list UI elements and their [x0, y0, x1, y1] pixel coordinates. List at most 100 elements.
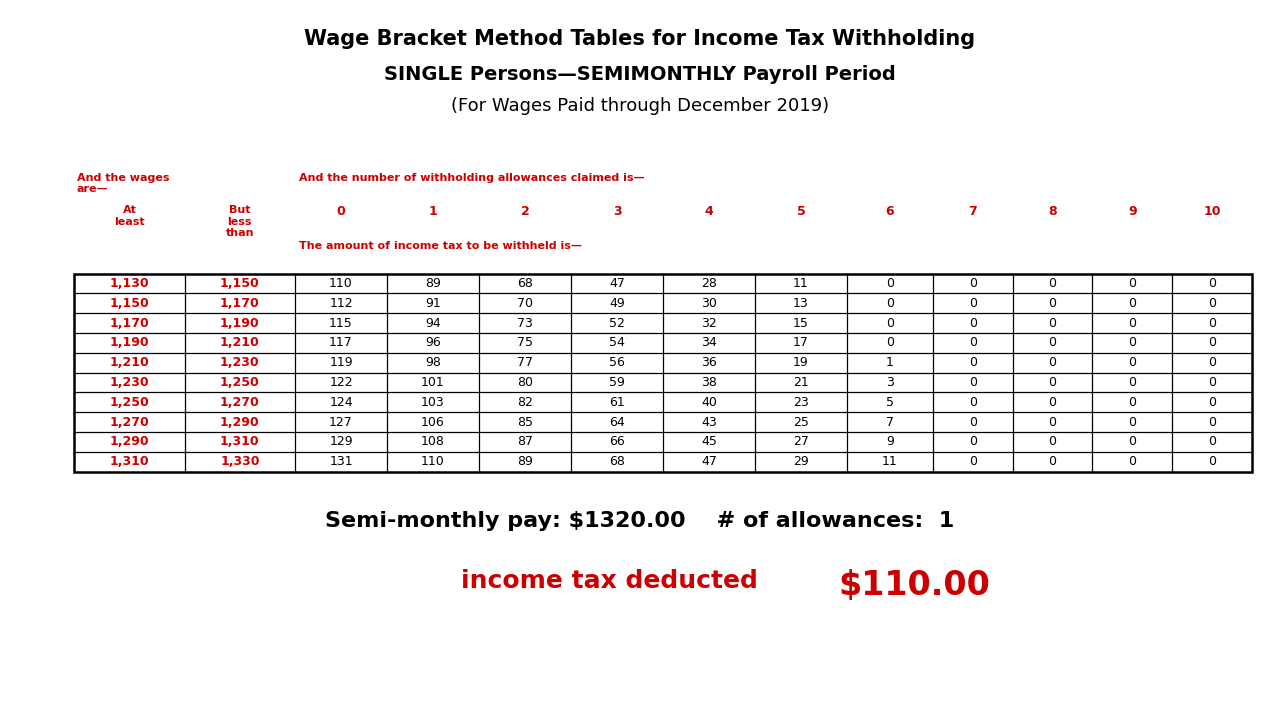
- Text: 70: 70: [517, 297, 532, 310]
- Text: 0: 0: [1048, 297, 1056, 310]
- Text: 0: 0: [886, 336, 893, 349]
- Text: 68: 68: [609, 455, 625, 468]
- Text: $110.00: $110.00: [838, 569, 991, 602]
- Text: 0: 0: [1208, 277, 1216, 290]
- Text: 0: 0: [1048, 396, 1056, 409]
- Text: 1,250: 1,250: [220, 376, 260, 389]
- Text: 52: 52: [609, 317, 625, 330]
- Text: 0: 0: [1128, 336, 1137, 349]
- Text: 129: 129: [329, 436, 353, 449]
- Text: 0: 0: [1208, 415, 1216, 428]
- Text: 19: 19: [794, 356, 809, 369]
- Text: 5: 5: [886, 396, 893, 409]
- Text: 1,150: 1,150: [220, 277, 260, 290]
- Text: 1,150: 1,150: [110, 297, 150, 310]
- Text: 101: 101: [421, 376, 445, 389]
- Text: 0: 0: [1048, 317, 1056, 330]
- Text: 45: 45: [701, 436, 717, 449]
- Text: 0: 0: [1208, 297, 1216, 310]
- Text: 0: 0: [969, 415, 977, 428]
- Text: 27: 27: [794, 436, 809, 449]
- Text: 96: 96: [425, 336, 440, 349]
- Text: 0: 0: [1208, 455, 1216, 468]
- Text: 0: 0: [1128, 317, 1137, 330]
- Text: 68: 68: [517, 277, 532, 290]
- Text: 131: 131: [329, 455, 353, 468]
- Text: 94: 94: [425, 317, 440, 330]
- Text: 3: 3: [886, 376, 893, 389]
- Text: 0: 0: [1048, 277, 1056, 290]
- Text: 56: 56: [609, 356, 625, 369]
- Text: 108: 108: [421, 436, 445, 449]
- Text: 0: 0: [969, 277, 977, 290]
- Text: 119: 119: [329, 356, 353, 369]
- Text: 1,210: 1,210: [220, 336, 260, 349]
- Text: Semi-monthly pay: $1320.00    # of allowances:  1: Semi-monthly pay: $1320.00 # of allowanc…: [325, 511, 955, 531]
- Text: 106: 106: [421, 415, 445, 428]
- Text: 0: 0: [886, 277, 893, 290]
- Text: 103: 103: [421, 396, 445, 409]
- Text: 32: 32: [701, 317, 717, 330]
- Text: 1,170: 1,170: [220, 297, 260, 310]
- Text: 85: 85: [517, 415, 532, 428]
- Text: 3: 3: [613, 205, 621, 218]
- Text: 43: 43: [701, 415, 717, 428]
- Text: 77: 77: [517, 356, 532, 369]
- Text: 21: 21: [794, 376, 809, 389]
- Text: 110: 110: [329, 277, 353, 290]
- Text: 0: 0: [886, 317, 893, 330]
- Text: 11: 11: [882, 455, 897, 468]
- Text: 0: 0: [1128, 396, 1137, 409]
- Text: 0: 0: [1128, 356, 1137, 369]
- Text: 54: 54: [609, 336, 625, 349]
- Text: But
less
than: But less than: [225, 205, 255, 238]
- Text: 0: 0: [1128, 455, 1137, 468]
- Text: 66: 66: [609, 436, 625, 449]
- Text: 10: 10: [1203, 205, 1221, 218]
- Text: 0: 0: [969, 455, 977, 468]
- Text: 117: 117: [329, 336, 353, 349]
- Text: 0: 0: [1048, 415, 1056, 428]
- Text: SINGLE Persons—SEMIMONTHLY Payroll Period: SINGLE Persons—SEMIMONTHLY Payroll Perio…: [384, 65, 896, 84]
- Text: 13: 13: [794, 297, 809, 310]
- Text: 30: 30: [701, 297, 717, 310]
- Text: 7: 7: [886, 415, 893, 428]
- Text: 0: 0: [1128, 297, 1137, 310]
- Text: 0: 0: [1208, 376, 1216, 389]
- Text: 0: 0: [1128, 376, 1137, 389]
- Text: 82: 82: [517, 396, 532, 409]
- Text: 1,270: 1,270: [220, 396, 260, 409]
- Text: At
least: At least: [114, 205, 145, 227]
- Text: 0: 0: [1208, 336, 1216, 349]
- Text: 2: 2: [521, 205, 530, 218]
- Text: 47: 47: [701, 455, 717, 468]
- Text: 28: 28: [701, 277, 717, 290]
- Text: 87: 87: [517, 436, 532, 449]
- Text: 11: 11: [794, 277, 809, 290]
- Text: 0: 0: [969, 336, 977, 349]
- Text: 64: 64: [609, 415, 625, 428]
- Text: 1: 1: [429, 205, 438, 218]
- Text: 1,270: 1,270: [110, 415, 150, 428]
- Text: 5: 5: [796, 205, 805, 218]
- Text: 115: 115: [329, 317, 353, 330]
- Text: 0: 0: [969, 317, 977, 330]
- Text: 0: 0: [1048, 436, 1056, 449]
- Text: 1: 1: [886, 356, 893, 369]
- Text: 17: 17: [794, 336, 809, 349]
- Text: 0: 0: [969, 356, 977, 369]
- Text: 0: 0: [969, 396, 977, 409]
- Text: Wage Bracket Method Tables for Income Tax Withholding: Wage Bracket Method Tables for Income Ta…: [305, 29, 975, 49]
- Text: 61: 61: [609, 396, 625, 409]
- Text: 0: 0: [1208, 436, 1216, 449]
- Text: 1,170: 1,170: [110, 317, 150, 330]
- Text: 1,310: 1,310: [110, 455, 150, 468]
- Text: 0: 0: [1048, 336, 1056, 349]
- Text: 1,230: 1,230: [110, 376, 150, 389]
- Text: 124: 124: [329, 396, 353, 409]
- Text: 1,250: 1,250: [110, 396, 150, 409]
- Text: 0: 0: [1208, 317, 1216, 330]
- Text: 1,230: 1,230: [220, 356, 260, 369]
- Text: 0: 0: [969, 376, 977, 389]
- Text: And the wages
are—: And the wages are—: [77, 173, 169, 194]
